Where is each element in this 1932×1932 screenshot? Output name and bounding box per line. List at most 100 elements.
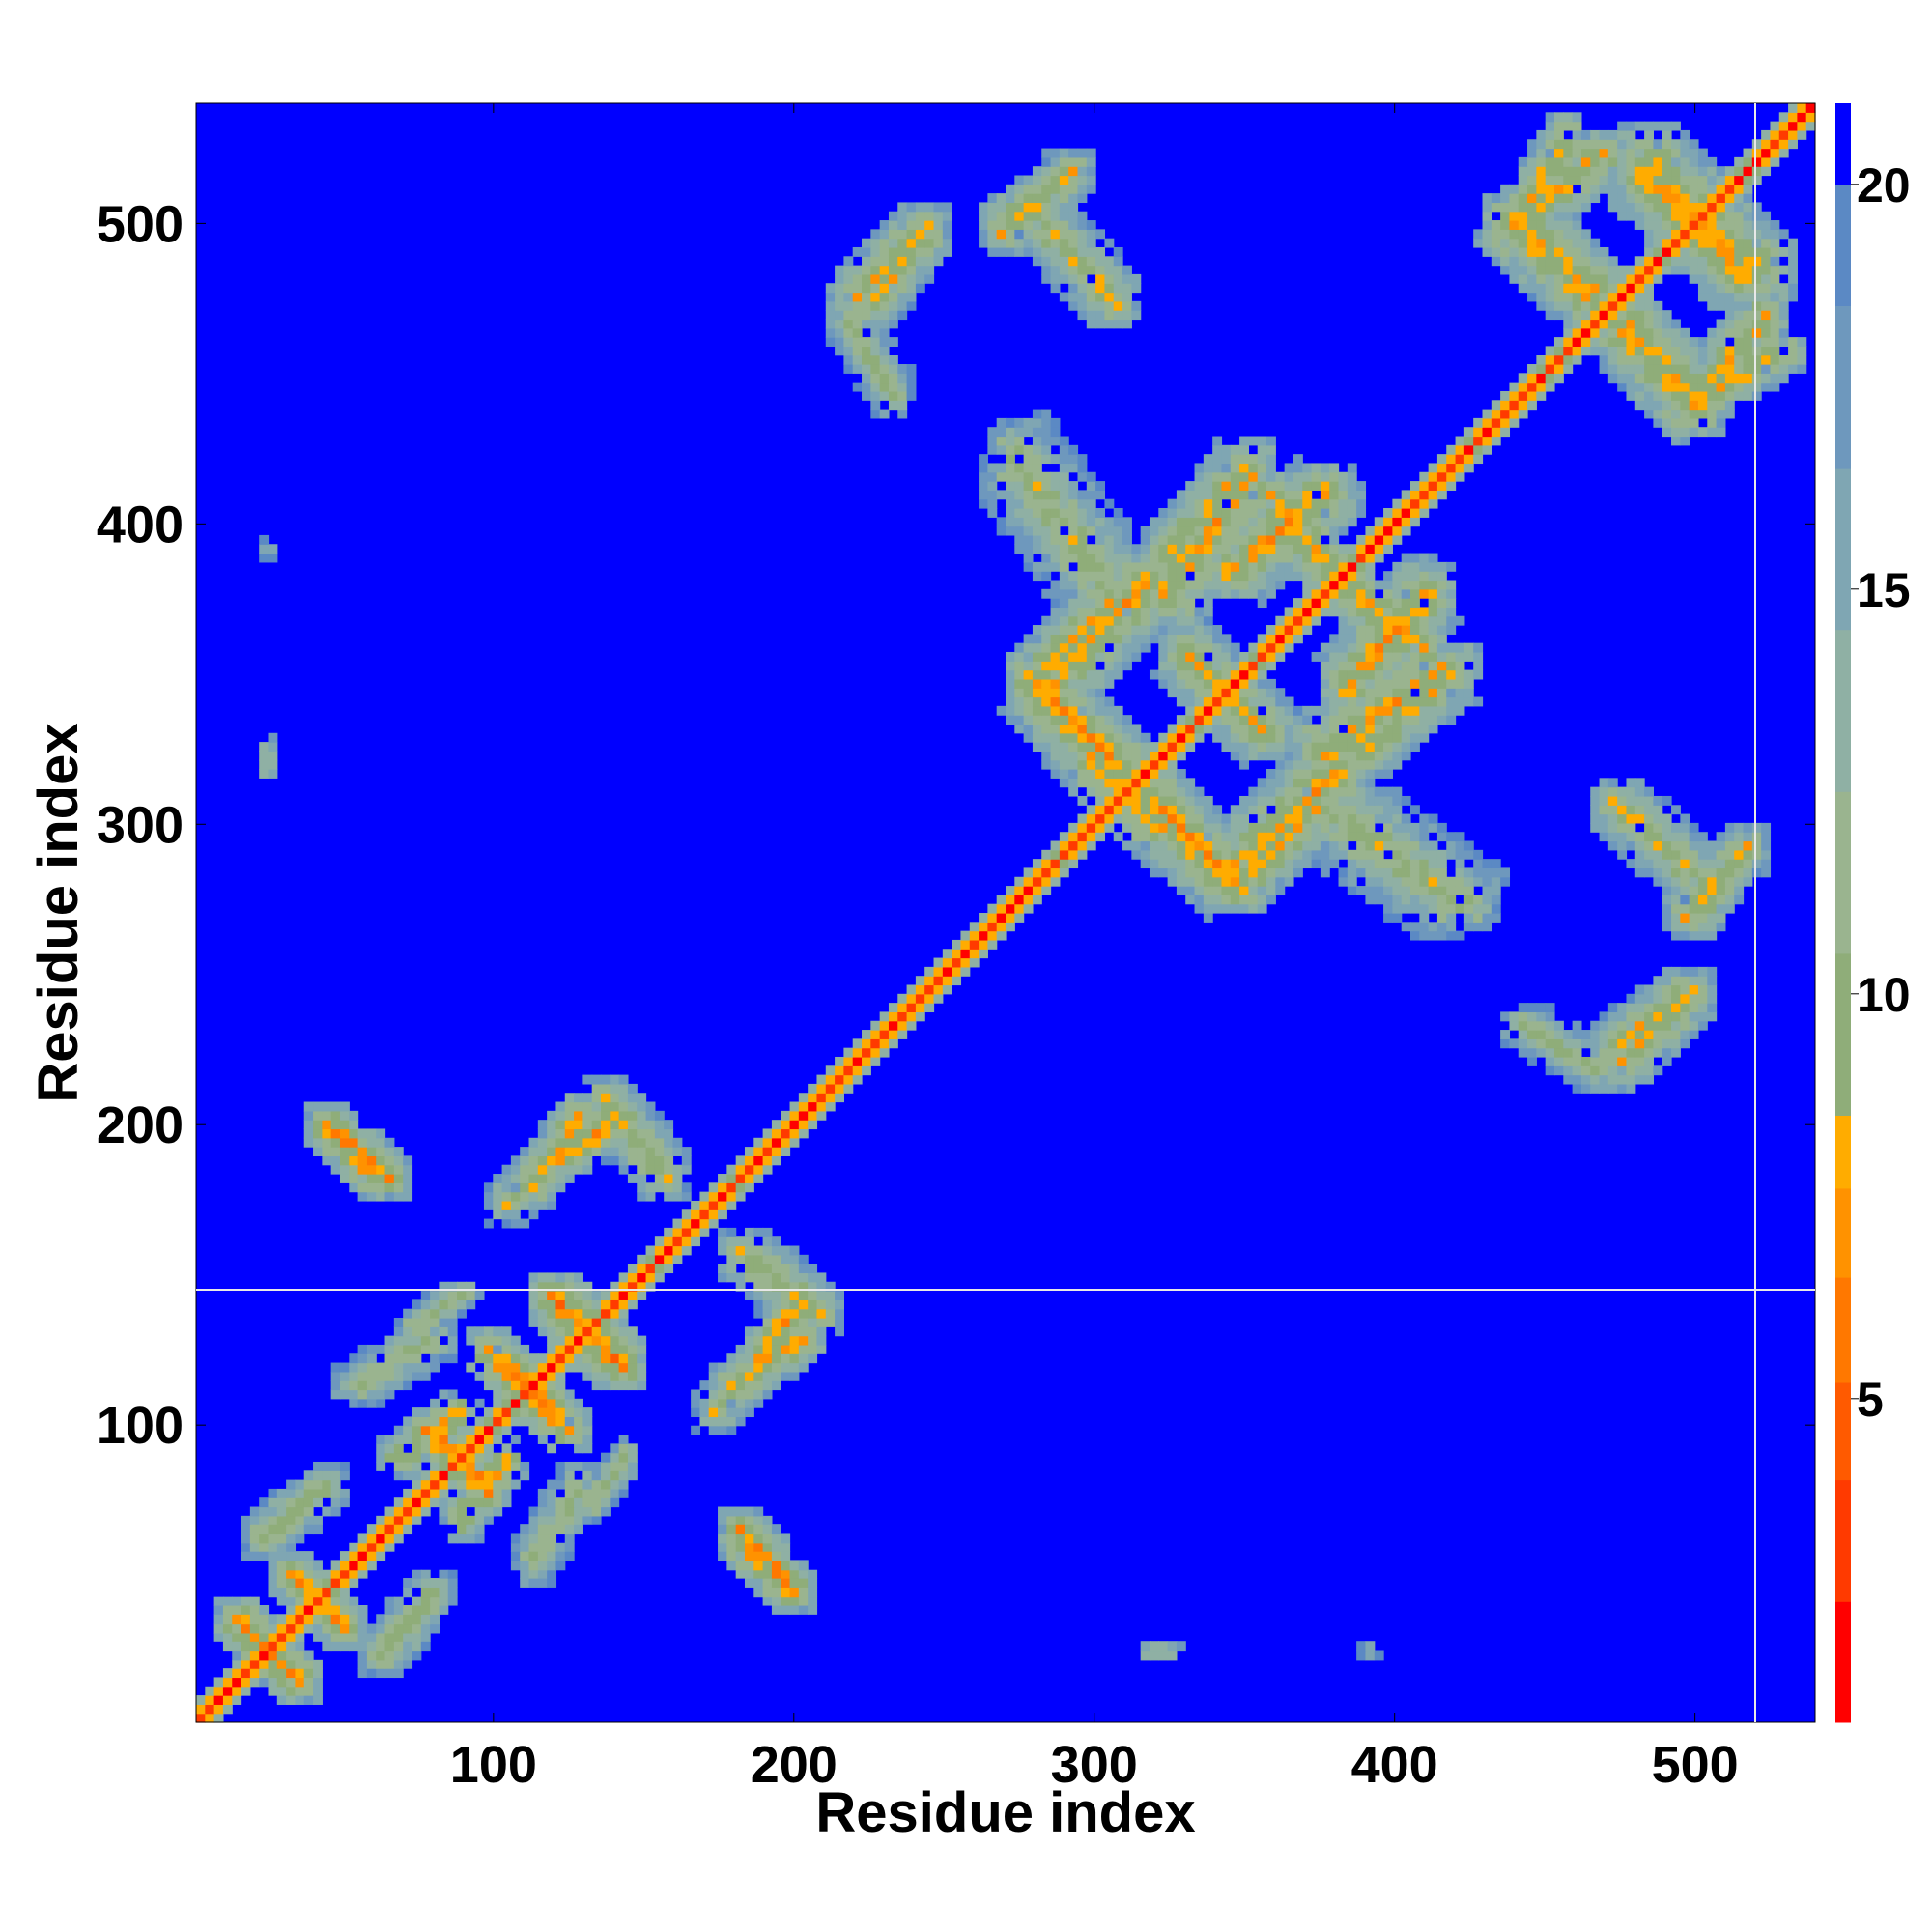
heatmap-cell [1697,895,1708,905]
heatmap-cell [1149,607,1159,617]
heatmap-cell [843,1047,854,1058]
heatmap-cell [1068,588,1079,599]
heatmap-cell [1347,805,1357,815]
heatmap-cell [357,1659,368,1669]
heatmap-cell [1320,553,1330,563]
heatmap-cell [1590,795,1601,806]
heatmap-cell [1383,705,1393,716]
heatmap-cell [906,292,917,302]
heatmap-cell [1617,310,1628,321]
heatmap-cell [1500,876,1511,887]
heatmap-cell [1212,696,1223,707]
heatmap-cell [718,1416,727,1427]
heatmap-cell [1599,805,1609,815]
heatmap-cell [1689,966,1699,977]
heatmap-cell [718,1191,727,1202]
heatmap-cell [862,346,871,356]
heatmap-cell [537,1380,548,1391]
heatmap-cell [1059,732,1069,743]
heatmap-cell [1158,759,1169,770]
heatmap-cell [862,292,871,302]
heatmap-cell [1032,642,1042,653]
heatmap-cell [313,1695,323,1705]
heatmap-cell [1140,769,1151,779]
heatmap-cell [888,300,898,311]
heatmap-cell [1697,976,1708,986]
heatmap-cell [1509,409,1520,419]
heatmap-cell [1284,625,1294,635]
heatmap-cell [1536,1047,1547,1058]
heatmap-cell [1356,886,1367,895]
heatmap-cell [618,1155,629,1166]
heatmap-cell [627,1299,638,1310]
heatmap-cell [1671,355,1681,365]
heatmap-cell [1167,661,1178,671]
heatmap-cell [1194,534,1205,545]
heatmap-cell [447,1452,458,1463]
heatmap-cell [1671,427,1681,438]
heatmap-cell [1086,580,1096,590]
heatmap-cell [1446,471,1457,482]
heatmap-cell [1122,615,1132,626]
heatmap-cell [1634,292,1645,302]
heatmap-cell [393,1435,404,1444]
heatmap-cell [1149,813,1159,824]
heatmap-cell [1185,661,1196,671]
heatmap-cell [1392,508,1403,518]
heatmap-cell [232,1650,242,1661]
heatmap-cell [1527,400,1537,411]
heatmap-cell [762,1344,773,1354]
heatmap-cell [762,1236,773,1247]
heatmap-cell [1266,444,1276,455]
heatmap-cell [1707,427,1718,438]
heatmap-cell [1572,246,1582,257]
heatmap-cell [1104,498,1115,509]
heatmap-cell [384,1515,395,1525]
heatmap-cell [681,1209,692,1220]
heatmap-cell [1572,1083,1582,1094]
heatmap-cell [1644,327,1654,338]
heatmap-cell [1203,840,1213,851]
heatmap-cell [1743,310,1753,321]
heatmap-cell [1140,615,1151,626]
heatmap-cell [1707,867,1718,878]
heatmap-cell [1122,786,1132,797]
heatmap-cell [249,1542,260,1552]
heatmap-cell [295,1515,305,1525]
heatmap-cell [537,1560,548,1571]
heatmap-cell [1248,454,1259,465]
heatmap-cell [1347,715,1357,725]
heatmap-cell [1203,588,1213,599]
heatmap-cell [1653,355,1663,365]
heatmap-cell [996,526,1007,536]
heatmap-cell [259,1641,270,1652]
heatmap-cell [1338,588,1349,599]
heatmap-cell [1221,534,1232,545]
heatmap-cell [835,1083,844,1094]
heatmap-cell [1086,769,1096,779]
heatmap-cell [1599,327,1609,338]
heatmap-cell [1374,661,1384,671]
heatmap-cell [1203,498,1213,509]
heatmap-cell [1788,246,1798,257]
heatmap-cell [501,1362,512,1373]
heatmap-cell [1095,588,1106,599]
heatmap-cell [537,1578,548,1588]
heatmap-cell [753,1174,764,1183]
heatmap-cell [528,1362,539,1373]
heatmap-cell [555,1389,566,1400]
heatmap-cell [1176,498,1186,509]
heatmap-cell [1077,724,1088,734]
heatmap-cell [1059,607,1069,617]
heatmap-cell [1248,471,1259,482]
heatmap-cell [322,1461,332,1471]
heatmap-cell [1239,490,1249,500]
heatmap-cell [879,364,890,374]
heatmap-cell [241,1542,251,1552]
heatmap-cell [591,1147,602,1156]
heatmap-cell [1059,471,1069,482]
heatmap-cell [1383,751,1393,761]
heatmap-cell [726,1425,737,1435]
heatmap-cell [339,1470,350,1481]
heatmap-cell [1320,769,1330,779]
